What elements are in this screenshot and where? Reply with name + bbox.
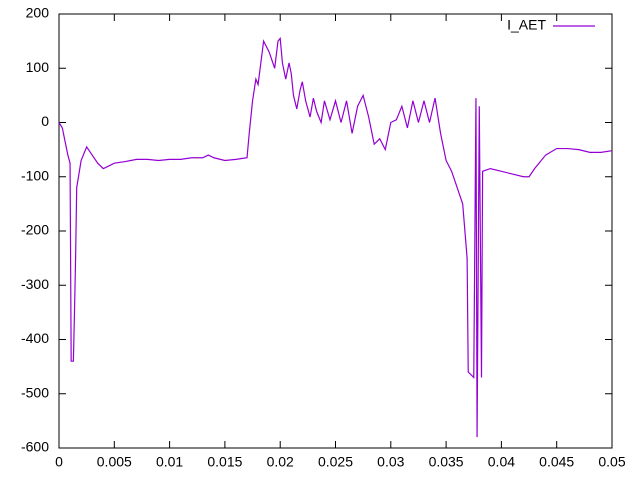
y-tick-label: -100 <box>21 167 49 183</box>
x-tick-label: 0.05 <box>598 454 625 470</box>
x-tick-label: 0.045 <box>539 454 574 470</box>
y-tick-label: 200 <box>26 5 50 21</box>
x-tick-label: 0.015 <box>207 454 242 470</box>
y-tick-label: 0 <box>41 113 49 129</box>
x-tick-label: 0.03 <box>377 454 404 470</box>
x-tick-label: 0.005 <box>97 454 132 470</box>
x-tick-label: 0.04 <box>488 454 515 470</box>
y-tick-label: 100 <box>26 59 50 75</box>
legend-label: I_AET <box>507 17 546 33</box>
x-tick-label: 0.02 <box>267 454 294 470</box>
x-tick-label: 0 <box>55 454 63 470</box>
plot-frame <box>58 13 613 449</box>
data-line <box>58 36 613 438</box>
x-tick-label: 0.035 <box>429 454 464 470</box>
x-tick-label: 0.025 <box>318 454 353 470</box>
y-tick-label: -400 <box>21 330 49 346</box>
x-tick-label: 0.01 <box>156 454 183 470</box>
y-tick-label: -300 <box>21 276 49 292</box>
y-tick-label: -200 <box>21 222 49 238</box>
y-tick-label: -600 <box>21 439 49 455</box>
y-tick-label: -500 <box>21 384 49 400</box>
